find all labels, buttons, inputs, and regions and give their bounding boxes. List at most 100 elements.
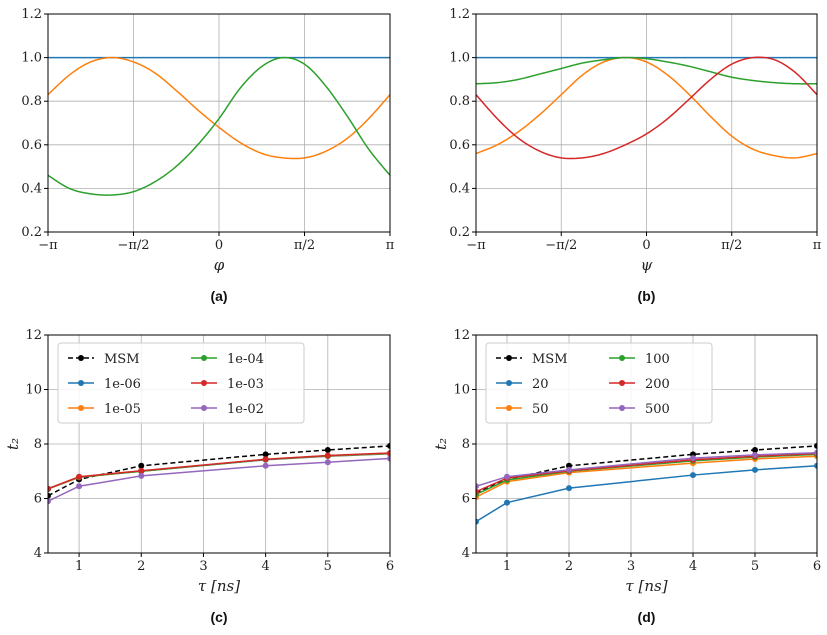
x-tick-label: π/2 <box>721 238 742 253</box>
data-point <box>387 455 390 462</box>
legend-swatch-marker <box>506 355 512 361</box>
y-tick-label: 0.4 <box>449 181 470 196</box>
y-tick-label: 1.2 <box>21 7 42 22</box>
y-tick-label: 8 <box>34 437 42 452</box>
panel-b: −π −π/2 0 π/2 π 0.2 0.4 0.6 0.8 1.0 1.2 ψ (b) <box>449 7 821 304</box>
legend-swatch-marker <box>201 380 207 386</box>
series-group <box>476 56 817 160</box>
legend: MSM 20 50 100 200 500 <box>485 342 713 424</box>
y-tick-label: 4 <box>34 546 42 561</box>
y-tick-label: 1.0 <box>21 51 42 66</box>
data-point <box>566 485 572 492</box>
y-tick-label: 6 <box>34 492 42 507</box>
y-tick-label: 0.8 <box>449 94 470 109</box>
series-group <box>48 442 390 505</box>
data-point <box>476 488 479 495</box>
x-tick-label: 3 <box>199 559 207 574</box>
data-point <box>504 499 510 506</box>
series-line-curve-2 <box>48 56 390 196</box>
data-point <box>324 459 331 466</box>
data-point <box>262 456 269 463</box>
series-line-curve-1 <box>48 56 390 160</box>
series-line-curve-3 <box>476 56 817 160</box>
legend-swatch-marker <box>506 380 512 386</box>
legend-label: 500 <box>645 402 670 417</box>
panel-caption: (d) <box>638 609 656 625</box>
x-tick-label: 5 <box>751 559 759 574</box>
data-point <box>138 462 145 469</box>
x-tick-label: 4 <box>689 559 697 574</box>
data-point <box>48 492 51 499</box>
legend-swatch-marker <box>78 405 84 411</box>
data-point <box>504 473 510 480</box>
x-tick-label: 6 <box>813 559 821 574</box>
x-tick-label: π <box>813 238 822 253</box>
y-tick-label: 8 <box>462 437 470 452</box>
data-point <box>324 446 331 453</box>
grid-lines <box>47 13 391 233</box>
y-tick-label: 1.2 <box>449 7 470 22</box>
x-tick-label: 6 <box>386 559 394 574</box>
y-tick-label: 0.8 <box>21 94 42 109</box>
legend-label: 100 <box>645 352 670 367</box>
series-group <box>476 442 817 525</box>
panel-caption: (b) <box>638 288 656 304</box>
legend-swatch-marker <box>619 355 625 361</box>
data-point <box>476 518 479 525</box>
y-axis-label: t₂ <box>4 438 22 450</box>
grid-lines <box>475 13 818 233</box>
series-line-20 <box>476 465 817 523</box>
series-line-1e-03 <box>48 452 390 490</box>
tick-labels: −π −π/2 0 π/2 π 0.2 0.4 0.6 0.8 1.0 1.2 <box>449 7 821 253</box>
x-tick-label: 5 <box>324 559 332 574</box>
y-tick-label: 10 <box>453 383 470 398</box>
y-tick-label: 0.4 <box>21 181 42 196</box>
data-point <box>387 442 390 449</box>
data-point <box>262 462 269 469</box>
data-point <box>48 485 51 492</box>
legend-label: MSM <box>104 352 140 367</box>
data-point <box>476 483 479 490</box>
y-tick-label: 0.6 <box>21 138 42 153</box>
series-line-50 <box>476 455 817 498</box>
data-point <box>387 449 390 456</box>
x-tick-label: 1 <box>503 559 511 574</box>
y-tick-label: 10 <box>25 383 42 398</box>
legend-label: MSM <box>532 352 568 367</box>
legend-swatch-marker <box>506 405 512 411</box>
x-tick-label: −π/2 <box>117 238 149 253</box>
legend-label: 1e-05 <box>104 402 141 417</box>
series-line-curve-1 <box>476 56 817 159</box>
panel-caption: (c) <box>210 609 227 625</box>
y-tick-label: 0.6 <box>449 138 470 153</box>
x-tick-label: −π <box>466 238 486 253</box>
data-point <box>690 472 696 479</box>
legend-label: 50 <box>532 402 549 417</box>
x-tick-label: 3 <box>627 559 635 574</box>
legend-label: 20 <box>532 377 549 392</box>
series-line-1e-02 <box>48 457 390 502</box>
series-line-100 <box>476 453 817 496</box>
tick-labels: −π −π/2 0 π/2 π 0.2 0.4 0.6 0.8 1.0 1.2 <box>21 7 394 253</box>
data-point <box>752 451 758 458</box>
data-point <box>752 446 758 453</box>
x-tick-label: −π/2 <box>545 238 577 253</box>
data-point <box>324 452 331 459</box>
legend: MSM 1e-06 1e-05 1e-04 1e-03 1e-02 <box>57 342 305 424</box>
legend-label: 1e-03 <box>227 377 264 392</box>
data-point <box>138 472 145 479</box>
series-group <box>48 56 390 196</box>
data-point <box>752 466 758 473</box>
series-line-curve-2 <box>476 56 817 85</box>
legend-label: 1e-06 <box>104 377 141 392</box>
x-tick-label: 4 <box>261 559 269 574</box>
y-tick-label: 4 <box>462 546 470 561</box>
x-tick-label: −π <box>38 238 58 253</box>
legend-swatch-marker <box>619 405 625 411</box>
data-point <box>690 455 696 462</box>
x-axis-label: ψ <box>641 256 653 274</box>
legend-box <box>485 342 713 424</box>
